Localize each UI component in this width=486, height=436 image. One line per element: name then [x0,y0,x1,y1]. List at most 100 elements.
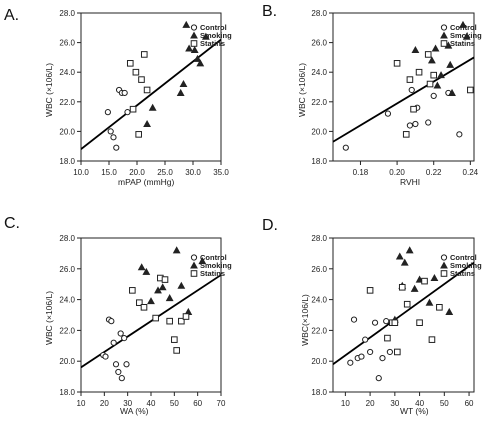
x-tick-label: 60 [193,399,202,408]
smoking-point [190,45,199,54]
y-tick-label: 26.0 [311,39,327,48]
statins-point [182,313,190,320]
control-point [123,361,130,368]
control-point [362,336,369,343]
y-tick-label: 28.0 [311,9,327,18]
panel-letter: A. [4,7,19,24]
smoking-point [405,246,414,254]
smoking-point [400,258,409,266]
smoking-point [176,88,185,96]
control-point [347,359,354,366]
legend-statins-marker [190,270,198,277]
y-tick-label: 22.0 [311,98,327,107]
y-axis-title: WBC(×106/L) [300,294,310,346]
statins-point [398,283,406,291]
plot-frame [80,12,222,162]
legend-statins-marker [440,40,448,47]
legend-statins-label: Statins [450,269,475,278]
x-tick-label: 0.22 [426,168,442,177]
statins-point [143,86,151,94]
x-axis-title: WT (%) [400,406,429,416]
statins-point [173,347,180,354]
legend-statins-marker [190,40,198,47]
x-tick-label: 50 [170,399,179,408]
smoking-point [462,32,471,40]
control-point [113,144,120,151]
control-point [430,92,437,99]
smoking-point [198,257,207,265]
x-axis-title: WA (%) [120,406,149,416]
statins-point [426,80,434,88]
smoking-point [147,297,155,305]
control-point [367,348,374,356]
y-axis-title: WBC (×106/L) [44,63,54,117]
control-point [386,348,393,356]
x-tick-label: 25.0 [157,168,173,177]
control-point [425,119,432,126]
panel-a: A. 18.0 20.0 22.0 24.0 26.0 28.0 10.0 15.0 20.0 25… [4,7,232,187]
control-point [406,122,414,129]
smoking-point [165,294,174,302]
x-tick-label: 30 [123,399,132,408]
y-tick-label: 20.0 [311,357,327,366]
y-tick-label: 18.0 [311,157,327,166]
x-tick-label: 0.18 [353,168,369,177]
control-point [358,353,365,360]
smoking-point [459,20,467,28]
statins-point [402,131,410,138]
x-tick-label: 30 [390,399,399,408]
smoking-point [201,32,210,40]
y-tick-label: 22.0 [311,326,327,335]
legend-control-label: Control [200,23,227,32]
control-point [107,128,114,135]
x-tick-label: 60 [465,399,474,408]
y-tick-label: 24.0 [59,296,75,305]
control-point [383,318,390,325]
statins-point [135,131,142,138]
smoking-point [182,20,191,28]
x-tick-label: 20.0 [129,168,145,177]
y-tick-label: 24.0 [59,68,75,77]
y-tick-label: 24.0 [311,68,327,77]
statins-point [178,317,185,325]
y-tick-label: 28.0 [59,9,75,18]
control-point [102,353,109,360]
statins-point [394,348,401,356]
legend-statins-label: Statins [200,39,225,48]
y-tick-label: 18.0 [311,388,327,397]
smoking-point [137,263,146,271]
statins-point [416,319,423,326]
y-tick-label: 26.0 [59,265,75,274]
statins-point [136,299,143,306]
plot-frame [332,12,475,162]
legend-control-marker [440,254,448,261]
panel-d: D. 18.0 20.0 22.0 24.0 26.0 28.0 10 20 30 40 50 60 WT… [262,217,482,416]
control-point [121,335,128,342]
y-axis-title: WBC (×106/L) [44,291,54,345]
control-point [117,330,124,337]
smoking-point [395,252,404,260]
legend-control-label: Control [450,253,477,262]
statins-point [152,314,159,322]
statins-point [393,60,401,67]
smoking-point [425,298,434,306]
y-tick-label: 20.0 [59,357,75,366]
legend-smoking-marker [440,261,448,269]
control-point [115,368,122,376]
statins-point [138,76,145,83]
x-tick-label: 0.24 [463,168,479,177]
legend-statins-marker [440,270,448,277]
x-tick-label: 15.0 [101,168,117,177]
control-point [375,375,382,382]
smoking-point [430,274,439,282]
legend-control-label: Control [450,23,477,32]
smoking-point [196,59,205,67]
smoking-point [193,54,202,62]
legend-smoking-label: Smoking [200,31,232,40]
control-point [110,134,117,141]
y-axis-title: WBC (×106/L) [297,63,307,117]
legend-control-label: Control [200,253,227,262]
statins-point [467,86,474,94]
legend-smoking-label: Smoking [450,261,482,270]
